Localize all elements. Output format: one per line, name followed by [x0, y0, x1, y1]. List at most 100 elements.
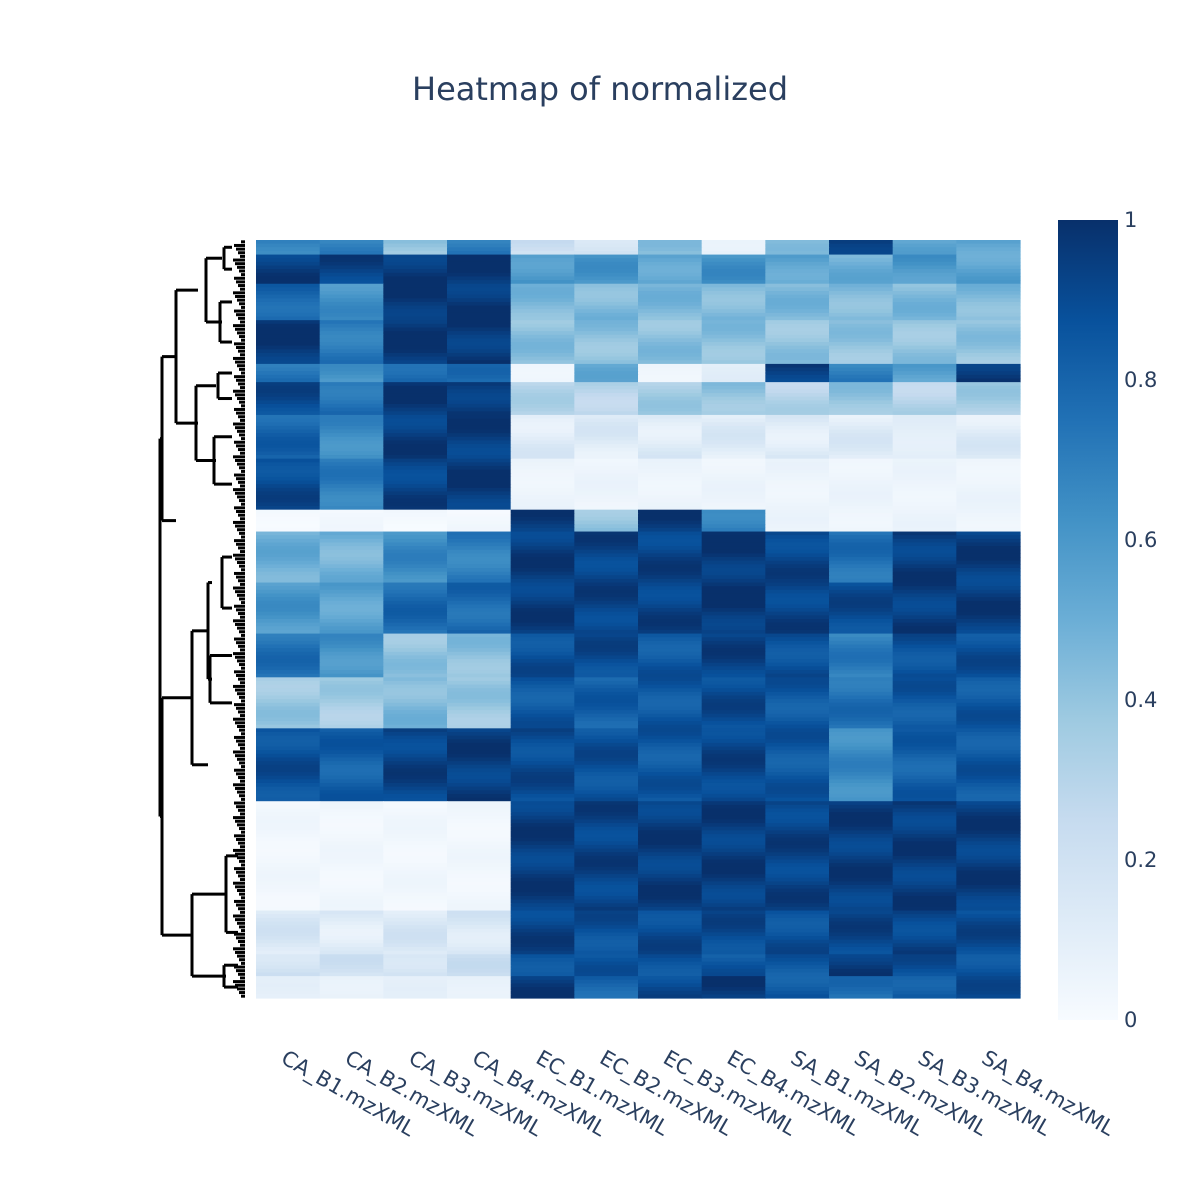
- heatmap-cell: [256, 662, 321, 667]
- heatmap-cell: [956, 666, 1021, 671]
- heatmap-cell: [319, 866, 384, 872]
- heatmap-cell: [701, 240, 766, 245]
- heatmap-cell: [319, 914, 384, 919]
- heatmap-cell: [892, 342, 957, 347]
- heatmap-cell: [319, 859, 384, 864]
- heatmap-cell: [765, 393, 830, 398]
- heatmap-cell: [892, 670, 957, 675]
- heatmap-cell: [829, 542, 894, 547]
- heatmap-cell: [956, 265, 1021, 270]
- heatmap-cell: [319, 280, 384, 285]
- heatmap-cell: [510, 753, 575, 759]
- heatmap-cell: [956, 509, 1021, 514]
- heatmap-cell: [701, 327, 766, 332]
- heatmap-cell: [765, 338, 830, 343]
- heatmap-cell: [956, 655, 1021, 660]
- heatmap-cell: [765, 666, 830, 671]
- heatmap-cell: [256, 925, 321, 930]
- heatmap-cell: [892, 447, 957, 452]
- heatmap-cell: [256, 859, 321, 864]
- heatmap-cell: [510, 564, 575, 569]
- heatmap-cell: [256, 746, 321, 751]
- heatmap-cell: [956, 804, 1021, 810]
- heatmap-cell: [638, 699, 703, 704]
- heatmap-cell: [319, 291, 384, 296]
- heatmap-cell: [765, 455, 830, 460]
- heatmap-cell: [447, 713, 512, 718]
- heatmap-cell: [383, 360, 448, 365]
- heatmap-cell: [574, 786, 639, 791]
- heatmap-cell: [701, 298, 766, 303]
- heatmap-cell: [701, 870, 766, 875]
- heatmap-cell: [638, 360, 703, 365]
- heatmap-cell: [956, 841, 1021, 846]
- heatmap-cell: [510, 320, 575, 325]
- heatmap-cell: [829, 859, 894, 864]
- heatmap-cell: [892, 910, 957, 915]
- heatmap-cell: [765, 939, 830, 944]
- heatmap-cell: [447, 560, 512, 565]
- heatmap-cell: [319, 830, 384, 835]
- heatmap-cell: [319, 775, 384, 780]
- heatmap-cell: [956, 298, 1021, 303]
- heatmap-cell: [956, 782, 1021, 788]
- heatmap-cell: [447, 622, 512, 627]
- heatmap-cell: [765, 739, 830, 744]
- heatmap-cell: [383, 476, 448, 482]
- heatmap-cell: [319, 946, 384, 952]
- heatmap-cell: [638, 433, 703, 438]
- heatmap-cell: [256, 731, 321, 737]
- heatmap-cell: [447, 819, 512, 824]
- heatmap-cell: [510, 841, 575, 846]
- heatmap-cell: [765, 699, 830, 704]
- heatmap-cell: [638, 283, 703, 288]
- heatmap-cell: [765, 994, 830, 999]
- heatmap-cell: [383, 549, 448, 554]
- heatmap-cell: [510, 644, 575, 649]
- heatmap-cell: [256, 429, 321, 434]
- heatmap-cell: [256, 979, 321, 985]
- heatmap-cell: [447, 917, 512, 923]
- heatmap-cell: [574, 841, 639, 846]
- heatmap-cell: [638, 331, 703, 336]
- heatmap-cell: [447, 987, 512, 992]
- heatmap-cell: [383, 874, 448, 879]
- heatmap-cell: [892, 382, 957, 387]
- heatmap-cell: [956, 768, 1021, 773]
- heatmap-cell: [765, 280, 830, 285]
- heatmap-cell: [638, 407, 703, 412]
- heatmap-cell: [892, 772, 957, 777]
- heatmap-cell: [638, 458, 703, 463]
- heatmap-cell: [574, 396, 639, 401]
- heatmap-cell: [829, 258, 894, 263]
- heatmap-cell: [892, 863, 957, 868]
- heatmap-cell: [638, 870, 703, 875]
- heatmap-cell: [892, 706, 957, 711]
- heatmap-cell: [383, 240, 448, 245]
- heatmap-cell: [256, 436, 321, 442]
- heatmap-cell: [701, 706, 766, 711]
- heatmap-cell: [447, 666, 512, 671]
- heatmap-cell: [956, 695, 1021, 700]
- heatmap-cell: [510, 495, 575, 500]
- heatmap-cell: [638, 593, 703, 598]
- heatmap-cell: [574, 495, 639, 500]
- heatmap-cell: [510, 706, 575, 711]
- heatmap-cell: [701, 702, 766, 708]
- heatmap-cell: [956, 436, 1021, 442]
- heatmap-cell: [510, 382, 575, 387]
- heatmap-cell: [892, 367, 957, 372]
- heatmap-cell: [574, 444, 639, 449]
- heatmap-cell: [383, 786, 448, 791]
- heatmap-cell: [256, 768, 321, 773]
- heatmap-cell: [956, 885, 1021, 890]
- heatmap-cell: [829, 965, 894, 970]
- heatmap-cell: [256, 487, 321, 493]
- heatmap-cell: [574, 254, 639, 259]
- heatmap-cell: [701, 586, 766, 591]
- heatmap-cell: [701, 334, 766, 339]
- heatmap-cell: [638, 462, 703, 467]
- heatmap-cell: [829, 987, 894, 992]
- heatmap-cell: [701, 834, 766, 839]
- heatmap-cell: [765, 753, 830, 759]
